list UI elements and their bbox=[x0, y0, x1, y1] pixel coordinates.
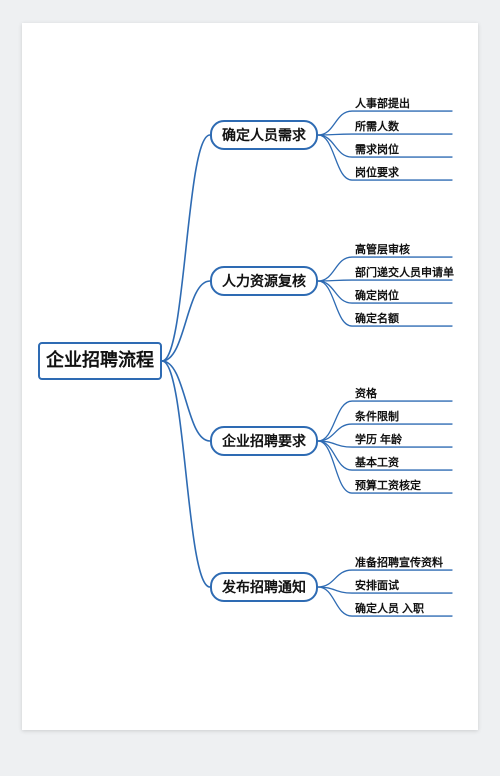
leaf-label: 岗位要求 bbox=[355, 167, 399, 180]
leaf-label: 确定岗位 bbox=[355, 290, 399, 303]
leaf-label: 学历 年龄 bbox=[355, 434, 402, 447]
leaf-label: 资格 bbox=[355, 388, 377, 401]
leaf-label: 需求岗位 bbox=[355, 144, 399, 157]
leaf-label: 确定人员 入职 bbox=[355, 603, 424, 616]
leaf-label: 确定名额 bbox=[355, 313, 399, 326]
leaf-label: 人事部提出 bbox=[355, 98, 410, 111]
branch-node: 企业招聘要求 bbox=[210, 426, 318, 456]
branch-node: 人力资源复核 bbox=[210, 266, 318, 296]
leaf-label: 预算工资核定 bbox=[355, 480, 421, 493]
leaf-label: 条件限制 bbox=[355, 411, 399, 424]
leaf-label: 所需人数 bbox=[355, 121, 399, 134]
root-node: 企业招聘流程 bbox=[38, 342, 162, 380]
leaf-label: 高管层审核 bbox=[355, 244, 410, 257]
leaf-label: 部门递交人员申请单 bbox=[355, 267, 454, 280]
leaf-label: 准备招聘宣传资料 bbox=[355, 557, 443, 570]
branch-node: 确定人员需求 bbox=[210, 120, 318, 150]
leaf-label: 基本工资 bbox=[355, 457, 399, 470]
mindmap-page: 企业招聘流程 确定人员需求 人事部提出所需人数需求岗位岗位要求人力资源复核 高管层审核… bbox=[22, 23, 478, 730]
leaf-label: 安排面试 bbox=[355, 580, 399, 593]
branch-node: 发布招聘通知 bbox=[210, 572, 318, 602]
